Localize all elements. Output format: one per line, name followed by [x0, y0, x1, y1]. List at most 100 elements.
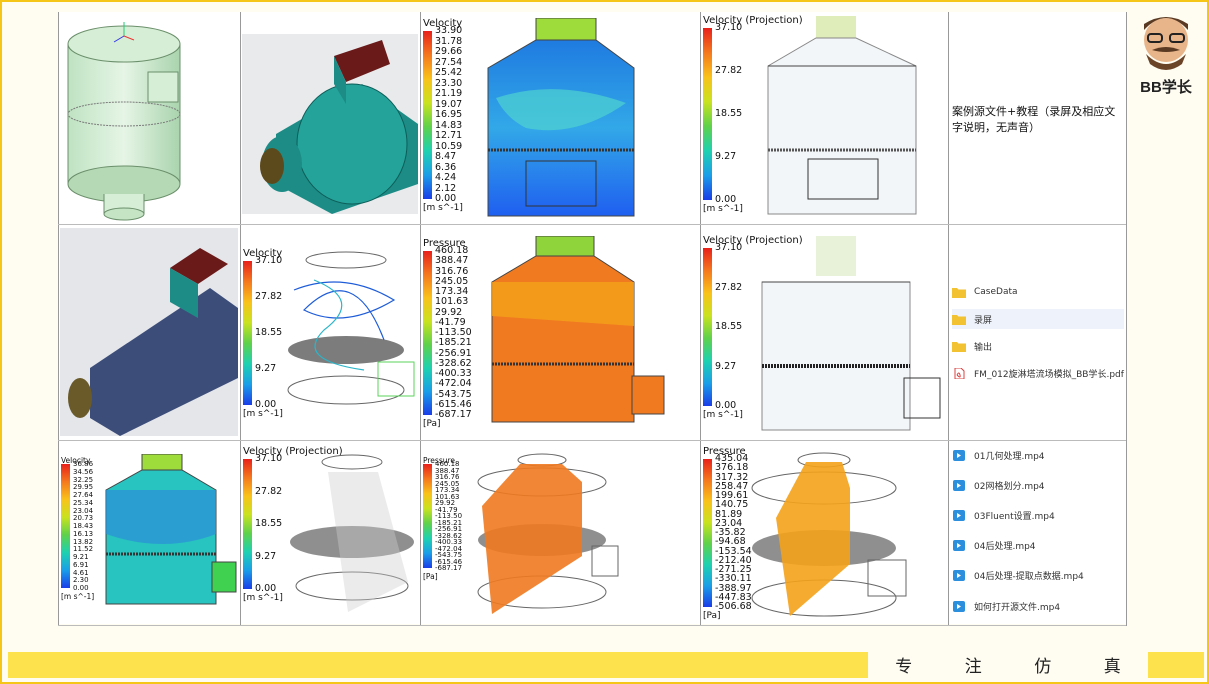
grid-line	[420, 12, 421, 626]
legend-tick: 9.27	[255, 550, 277, 562]
legend-tick: 18.43	[73, 522, 94, 530]
legend-tick: 173.34	[435, 486, 460, 494]
legend-unit: [Pa]	[423, 572, 438, 581]
legend-tick: 19.07	[435, 98, 463, 110]
file-item[interactable]: CaseData	[952, 282, 1018, 302]
legend-unit: [m s^-1]	[703, 410, 743, 420]
grid-line	[58, 224, 1126, 225]
legend-unit: [Pa]	[423, 419, 441, 429]
legend-tick: 23.30	[435, 77, 463, 89]
video-icon	[953, 449, 965, 461]
file-name: CaseData	[974, 287, 1018, 297]
legend-unit: [m s^-1]	[61, 592, 95, 601]
legend-colorbar	[423, 464, 432, 568]
legend-unit: [m s^-1]	[243, 409, 283, 419]
velocity-contour	[487, 18, 635, 217]
video-item[interactable]: 02网格划分.mp4	[952, 475, 1045, 495]
legend-tick: 460.18	[435, 460, 460, 468]
legend-tick: -256.91	[435, 347, 472, 359]
legend-tick: -400.33	[435, 368, 472, 379]
legend-tick: 16.95	[435, 109, 463, 120]
grid-line	[58, 440, 1126, 441]
folder-icon	[952, 341, 966, 352]
legend-tick: -185.21	[435, 337, 472, 349]
legend-tick: -328.62	[435, 531, 463, 540]
legend-tick: 20.73	[73, 514, 94, 523]
motto-char: 专	[895, 656, 915, 677]
pressure-contour	[491, 236, 665, 423]
legend-tick: 6.36	[435, 161, 457, 173]
legend-tick: -94.68	[715, 536, 746, 548]
case-description: 案例源文件+教程（录屏及相应文字说明，无声音）	[952, 105, 1116, 134]
video-name: 03Fluent设置.mp4	[974, 511, 1055, 522]
legend-title: Velocity	[61, 456, 91, 465]
legend-unit: [Pa]	[703, 611, 721, 621]
video-icon	[953, 540, 965, 552]
legend-tick: 173.34	[435, 286, 469, 297]
legend-tick: 32.25	[73, 475, 94, 484]
legend-tick: 245.05	[435, 479, 460, 488]
legend-title: Pressure	[423, 238, 466, 249]
bottom-bar-right	[1148, 652, 1204, 678]
legend-tick: 27.82	[255, 485, 283, 497]
legend-tick: 18.55	[715, 321, 743, 332]
folder-icon	[952, 314, 966, 325]
legend-tick: 18.55	[255, 518, 283, 529]
legend-tick: 258.47	[715, 480, 749, 492]
pressure-legend-4: Pressure 435.04 376.18 317.32 258.47 199.61 14…	[703, 446, 763, 623]
legend-tick: -543.75	[435, 551, 463, 559]
legend-tick: -615.46	[435, 557, 463, 566]
legend-tick: 435.04	[715, 453, 749, 464]
mesh-view	[242, 34, 418, 214]
file-item[interactable]: FM_012旋淋塔流场模拟_BB学长.pdf	[952, 363, 1124, 383]
video-item[interactable]: 03Fluent设置.mp4	[952, 505, 1055, 525]
pressure-slice-3d-2	[751, 452, 907, 617]
file-item[interactable]: 输出	[952, 336, 992, 356]
legend-tick: -41.79	[435, 316, 466, 328]
file-item[interactable]: 录屏	[952, 309, 1124, 329]
legend-tick: 33.90	[435, 25, 463, 36]
legend-tick: -400.33	[435, 538, 463, 546]
legend-tick: -271.25	[715, 564, 752, 575]
legend-tick: -35.82	[715, 527, 746, 538]
video-item[interactable]: 04后处理-提取点数据.mp4	[952, 566, 1084, 586]
legend-tick: -447.83	[715, 591, 752, 603]
legend-title: Velocity (Projection)	[703, 235, 803, 246]
legend-tick: -330.11	[715, 573, 752, 585]
legend-tick: -388.97	[715, 582, 752, 594]
legend-tick: -472.04	[435, 378, 472, 390]
bottom-bar	[8, 652, 868, 678]
grid-line	[58, 12, 59, 626]
legend-tick: 21.19	[435, 88, 463, 99]
velocity-legend-3: Velocity 36.86 34.56 32.25 29.95 27.64 25.34 23…	[61, 456, 121, 604]
legend-colorbar	[703, 28, 712, 200]
legend-tick: -153.54	[715, 545, 752, 557]
video-name: 02网格划分.mp4	[974, 481, 1045, 492]
legend-tick: 0.00	[715, 194, 737, 205]
legend-colorbar	[703, 459, 712, 607]
velocity-projection-view-2	[761, 236, 941, 431]
legend-tick: 0.00	[255, 399, 277, 410]
legend-tick: 16.13	[73, 529, 94, 538]
video-item[interactable]: 04后处理.mp4	[952, 536, 1036, 556]
video-item[interactable]: 01几何处理.mp4	[952, 445, 1045, 465]
legend-tick: 388.47	[435, 466, 460, 475]
legend-tick: 317.32	[715, 471, 749, 483]
legend-colorbar	[423, 31, 432, 199]
legend-tick: 11.52	[73, 545, 94, 554]
legend-tick: 37.10	[255, 453, 283, 464]
legend-tick: 81.89	[715, 508, 743, 520]
legend-title: Velocity (Projection)	[703, 15, 803, 26]
legend-colorbar	[243, 261, 252, 405]
legend-tick: -185.21	[435, 518, 463, 527]
legend-tick: 31.78	[435, 35, 463, 47]
legend-tick: 27.82	[715, 281, 743, 293]
legend-tick: 13.82	[73, 537, 94, 546]
legend-tick: 36.86	[73, 460, 94, 468]
legend-tick: 0.00	[435, 193, 457, 204]
legend-tick: 34.56	[73, 467, 94, 476]
legend-tick: 29.92	[435, 306, 463, 318]
video-item[interactable]: 如何打开源文件.mp4	[952, 596, 1060, 616]
legend-title: Pressure	[703, 446, 746, 457]
velocity-projection-3d	[290, 454, 414, 612]
